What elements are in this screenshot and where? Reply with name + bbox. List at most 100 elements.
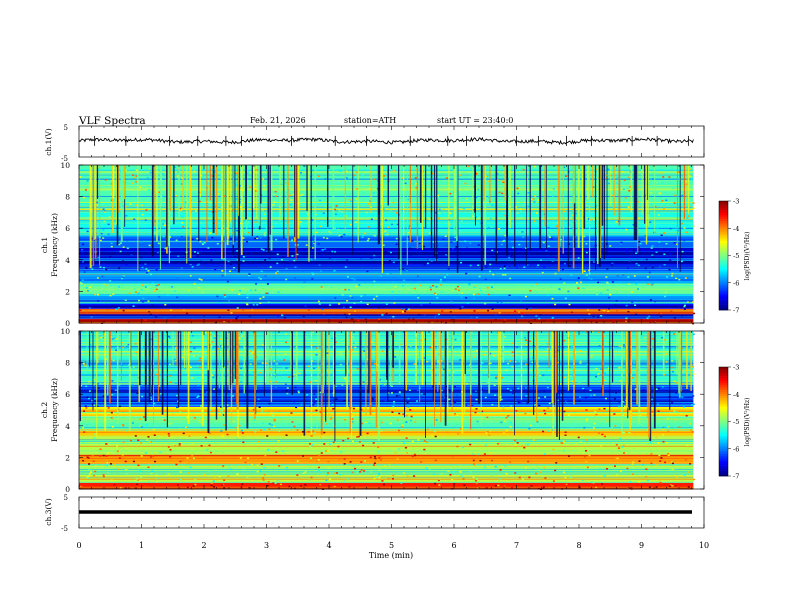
spectral-cell [509, 426, 512, 428]
spectral-cell [332, 441, 335, 443]
spectral-line [79, 253, 694, 255]
spectral-cell [384, 250, 387, 253]
spectral-cell [375, 476, 378, 478]
spectral-cell [637, 305, 640, 307]
spectral-cell [346, 299, 349, 302]
spectral-cell [497, 442, 500, 445]
spectral-cell [554, 469, 557, 472]
spectral-cell [592, 427, 595, 429]
spectral-cell [404, 182, 407, 185]
spectral-cell [616, 176, 619, 179]
sferic-streak [644, 165, 646, 224]
spectral-line [79, 310, 694, 312]
spectral-cell [459, 471, 462, 473]
spectral-cell [622, 274, 625, 276]
spectral-cell [673, 333, 676, 335]
spectral-cell [252, 409, 255, 411]
spectral-cell [690, 179, 693, 181]
spectral-cell [445, 244, 448, 247]
sferic-streak [645, 165, 648, 245]
spectral-cell [366, 203, 369, 205]
spectral-cell [123, 378, 126, 380]
spectral-cell [603, 379, 606, 382]
spectral-cell [432, 285, 435, 287]
spectral-cell [155, 480, 158, 483]
spectral-cell [349, 295, 352, 297]
spectral-cell [256, 237, 259, 239]
spectral-cell [286, 392, 289, 395]
spectral-cell [645, 258, 648, 261]
ch1-waveform-panel: 5 -5 ch.1(V) [44, 124, 705, 163]
spectral-cell [301, 193, 304, 196]
spectral-cell [579, 362, 582, 364]
spectral-cell [284, 182, 287, 184]
spectral-cell [618, 401, 621, 403]
spectral-band [79, 430, 694, 437]
spectral-cell [236, 258, 239, 261]
spectral-cell [473, 286, 476, 289]
spectral-cell [546, 294, 549, 297]
spectral-line [79, 421, 694, 423]
spectral-cell [628, 432, 631, 434]
sferic-streak [359, 331, 362, 436]
spectral-line [79, 469, 694, 471]
spectral-cell [319, 483, 322, 486]
spectral-cell [667, 307, 670, 309]
spectral-cell [247, 291, 250, 293]
spectral-cell [338, 321, 341, 323]
spectral-cell [111, 338, 114, 340]
spectral-cell [243, 422, 246, 424]
spectral-cell [495, 377, 498, 379]
spectral-cell [346, 478, 349, 480]
spectral-cell [324, 205, 327, 208]
spectral-cell [681, 371, 684, 373]
spectral-cell [317, 459, 320, 461]
spectral-cell [189, 350, 192, 353]
spectral-cell [564, 400, 567, 402]
spectral-cell [472, 165, 475, 168]
sferic-streak [390, 331, 392, 387]
spectral-cell [566, 389, 569, 392]
spectral-cell [603, 306, 606, 309]
spectral-cell [261, 209, 264, 212]
spectral-cell [127, 343, 130, 346]
spectral-cell [562, 268, 565, 271]
spectral-cell [292, 193, 295, 196]
colorbar-swatch [719, 224, 728, 227]
spectral-cell [346, 259, 349, 261]
sferic-streak [454, 165, 456, 220]
spectral-cell [304, 471, 307, 473]
spectral-cell [547, 180, 550, 182]
colorbar-swatch [719, 394, 728, 397]
spectral-cell [208, 170, 211, 173]
spectral-cell [466, 245, 469, 248]
spectral-cell [420, 339, 423, 342]
spectral-cell [570, 474, 573, 477]
spectral-cell [494, 319, 497, 321]
spectral-cell [315, 353, 318, 356]
spectral-cell [418, 356, 421, 359]
spectral-cell [387, 477, 390, 480]
spectral-cell [141, 395, 144, 398]
spectral-cell [405, 437, 408, 439]
spectral-cell [277, 437, 280, 440]
spectral-cell [375, 295, 378, 298]
spectral-cell [126, 241, 129, 243]
spectral-cell [283, 359, 286, 361]
spectral-cell [592, 218, 595, 221]
spectral-cell [151, 304, 154, 306]
sferic-streak [332, 331, 335, 397]
ch1-waveform-trace [78, 136, 694, 146]
spectral-cell [406, 452, 409, 454]
spectral-cell [514, 310, 517, 312]
spectral-line [79, 419, 694, 420]
colorbar-swatch [719, 264, 728, 267]
spectral-cell [350, 472, 353, 474]
spectral-cell [150, 338, 153, 340]
sferic-streak [436, 165, 438, 262]
spectral-cell [600, 354, 603, 356]
spectral-cell [570, 311, 573, 313]
spectral-cell [328, 423, 331, 425]
spectral-cell [630, 291, 633, 293]
spectral-cell [225, 214, 228, 217]
